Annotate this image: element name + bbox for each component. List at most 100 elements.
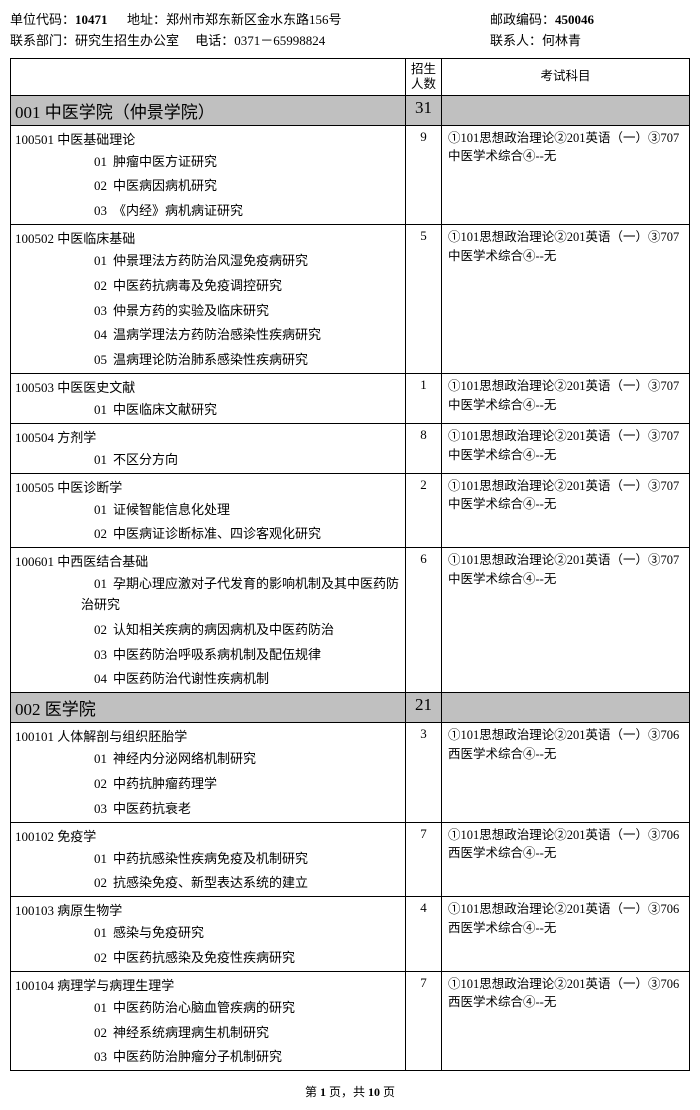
- major-num-cell: 1: [406, 373, 442, 423]
- major-row: 100101 人体解剖与组织胚胎学01神经内分泌网络机制研究02中药抗肿瘤药理学…: [11, 723, 690, 822]
- direction-num: 04: [81, 669, 107, 690]
- major-row: 100104 病理学与病理生理学01中医药防治心脑血管疾病的研究02神经系统病理…: [11, 971, 690, 1070]
- phone-label: 电话：: [195, 33, 234, 48]
- direction-item: 01 证候智能信息化处理: [11, 498, 405, 523]
- direction-item: 01 神经内分泌网络机制研究: [11, 747, 405, 772]
- direction-num: 01: [81, 251, 107, 272]
- footer-mid: 页，共: [326, 1085, 368, 1099]
- department-total-cell: 21: [406, 693, 442, 723]
- major-row: 100503 中医医史文献01中医临床文献研究1①101思想政治理论②201英语…: [11, 373, 690, 423]
- catalog-table: 招生 人数 考试科目 001 中医学院（仲景学院）31100501 中医基础理论…: [10, 58, 690, 1072]
- major-row: 100502 中医临床基础01仲景理法方药防治风湿免疫病研究02中医药抗病毒及免…: [11, 224, 690, 373]
- major-main-cell: 100505 中医诊断学01证候智能信息化处理02中医病证诊断标准、四诊客观化研…: [11, 473, 406, 548]
- direction-item: 01中医临床文献研究: [11, 398, 405, 423]
- direction-num: 01: [81, 400, 107, 421]
- major-main-cell: 100601 中西医结合基础01孕期心理应激对子代发育的影响机制及其中医药防治研…: [11, 548, 406, 693]
- footer-total: 10: [368, 1085, 380, 1099]
- direction-text: 神经系统病理病生机制研究: [113, 1025, 269, 1040]
- major-exam-cell: ①101思想政治理论②201英语（一）③707中医学术综合④--无: [442, 423, 690, 473]
- department-name-cell: 001 中医学院（仲景学院）: [11, 95, 406, 125]
- direction-num: 02: [81, 620, 107, 641]
- direction-num: 05: [81, 350, 107, 371]
- direction-item: 03中医药抗衰老: [11, 797, 405, 822]
- major-name: 100504 方剂学: [11, 424, 405, 448]
- major-row: 100103 病原生物学01感染与免疫研究02中医药抗感染及免疫性疾病研究4①1…: [11, 897, 690, 972]
- direction-item: 02中医病证诊断标准、四诊客观化研究: [11, 522, 405, 547]
- direction-text: 中药抗感染性疾病免疫及机制研究: [113, 851, 308, 866]
- major-num-cell: 6: [406, 548, 442, 693]
- col-header-exam: 考试科目: [442, 58, 690, 95]
- department-row: 001 中医学院（仲景学院）31: [11, 95, 690, 125]
- major-row: 100102 免疫学01中药抗感染性疾病免疫及机制研究02抗感染免疫、新型表达系…: [11, 822, 690, 897]
- direction-num: 01: [81, 500, 107, 521]
- direction-text: 中医药防治心脑血管疾病的研究: [113, 1000, 295, 1015]
- major-main-cell: 100504 方剂学01不区分方向: [11, 423, 406, 473]
- major-name: 100501 中医基础理论: [11, 126, 405, 150]
- direction-item: 01肿瘤中医方证研究: [11, 150, 405, 175]
- major-main-cell: 100503 中医医史文献01中医临床文献研究: [11, 373, 406, 423]
- address: 郑州市郑东新区金水东路156号: [166, 12, 342, 27]
- dept-label: 联系部门：: [10, 33, 75, 48]
- direction-num: 03: [81, 301, 107, 322]
- direction-text: 证候智能信息化处理: [113, 502, 230, 517]
- direction-num: 02: [81, 276, 107, 297]
- direction-text: 中医药抗衰老: [113, 801, 191, 816]
- address-label: 地址：: [127, 12, 166, 27]
- direction-item: 03《内经》病机病证研究: [11, 199, 405, 224]
- direction-num: 02: [81, 873, 107, 894]
- major-exam-cell: ①101思想政治理论②201英语（一）③707中医学术综合④--无: [442, 125, 690, 224]
- direction-num: 01: [81, 450, 107, 471]
- major-name: 100104 病理学与病理生理学: [11, 972, 405, 996]
- col-header-main: [11, 58, 406, 95]
- direction-item: 01不区分方向: [11, 448, 405, 473]
- direction-text: 感染与免疫研究: [113, 925, 204, 940]
- department-name-cell: 002 医学院: [11, 693, 406, 723]
- direction-text: 中医药抗感染及免疫性疾病研究: [113, 950, 295, 965]
- major-num-cell: 7: [406, 971, 442, 1070]
- major-main-cell: 100103 病原生物学01感染与免疫研究02中医药抗感染及免疫性疾病研究: [11, 897, 406, 972]
- direction-item: 01孕期心理应激对子代发育的影响机制及其中医药防治研究: [11, 572, 405, 618]
- major-exam-cell: ①101思想政治理论②201英语（一）③707中医学术综合④--无: [442, 224, 690, 373]
- direction-num: 03: [81, 201, 107, 222]
- direction-num: 02: [81, 524, 107, 545]
- direction-num: 01: [81, 998, 107, 1019]
- major-name: 100502 中医临床基础: [11, 225, 405, 249]
- department-total-cell: 31: [406, 95, 442, 125]
- direction-text: 孕期心理应激对子代发育的影响机制及其中医药防治研究: [81, 576, 399, 612]
- direction-item: 04温病学理法方药防治感染性疾病研究: [11, 323, 405, 348]
- postal-label: 邮政编码：: [490, 12, 555, 27]
- direction-num: 01: [81, 923, 107, 944]
- footer-suffix: 页: [380, 1085, 395, 1099]
- direction-text: 中医药防治代谢性疾病机制: [113, 671, 269, 686]
- contact-label: 联系人：: [490, 33, 542, 48]
- direction-item: 01中药抗感染性疾病免疫及机制研究: [11, 847, 405, 872]
- major-name: 100601 中西医结合基础: [11, 548, 405, 572]
- direction-item: 02中医病因病机研究: [11, 174, 405, 199]
- unit-code-label: 单位代码：: [10, 12, 75, 27]
- direction-item: 01 感染与免疫研究: [11, 921, 405, 946]
- major-num-cell: 5: [406, 224, 442, 373]
- major-exam-cell: ①101思想政治理论②201英语（一）③706西医学术综合④--无: [442, 822, 690, 897]
- major-exam-cell: ①101思想政治理论②201英语（一）③706西医学术综合④--无: [442, 971, 690, 1070]
- direction-num: 02: [81, 948, 107, 969]
- major-row: 100505 中医诊断学01证候智能信息化处理02中医病证诊断标准、四诊客观化研…: [11, 473, 690, 548]
- direction-num: 02: [81, 176, 107, 197]
- contact: 何林青: [542, 33, 581, 48]
- major-row: 100504 方剂学01不区分方向8①101思想政治理论②201英语（一）③70…: [11, 423, 690, 473]
- major-exam-cell: ①101思想政治理论②201英语（一）③707中医学术综合④--无: [442, 373, 690, 423]
- direction-text: 中医药防治肿瘤分子机制研究: [113, 1049, 282, 1064]
- direction-text: 温病学理法方药防治感染性疾病研究: [113, 327, 321, 342]
- postal: 450046: [555, 12, 594, 27]
- department-exam-cell: [442, 693, 690, 723]
- direction-item: 02 中医药抗感染及免疫性疾病研究: [11, 946, 405, 971]
- major-num-cell: 4: [406, 897, 442, 972]
- phone: 0371－65998824: [234, 33, 325, 48]
- direction-num: 01: [81, 749, 107, 770]
- direction-text: 仲景方药的实验及临床研究: [113, 303, 269, 318]
- major-main-cell: 100101 人体解剖与组织胚胎学01神经内分泌网络机制研究02中药抗肿瘤药理学…: [11, 723, 406, 822]
- major-main-cell: 100104 病理学与病理生理学01中医药防治心脑血管疾病的研究02神经系统病理…: [11, 971, 406, 1070]
- direction-num: 01: [81, 574, 107, 595]
- direction-text: 神经内分泌网络机制研究: [113, 751, 256, 766]
- direction-text: 仲景理法方药防治风湿免疫病研究: [113, 253, 308, 268]
- header-left: 单位代码：10471 地址：郑州市郑东新区金水东路156号 联系部门：研究生招生…: [10, 10, 490, 52]
